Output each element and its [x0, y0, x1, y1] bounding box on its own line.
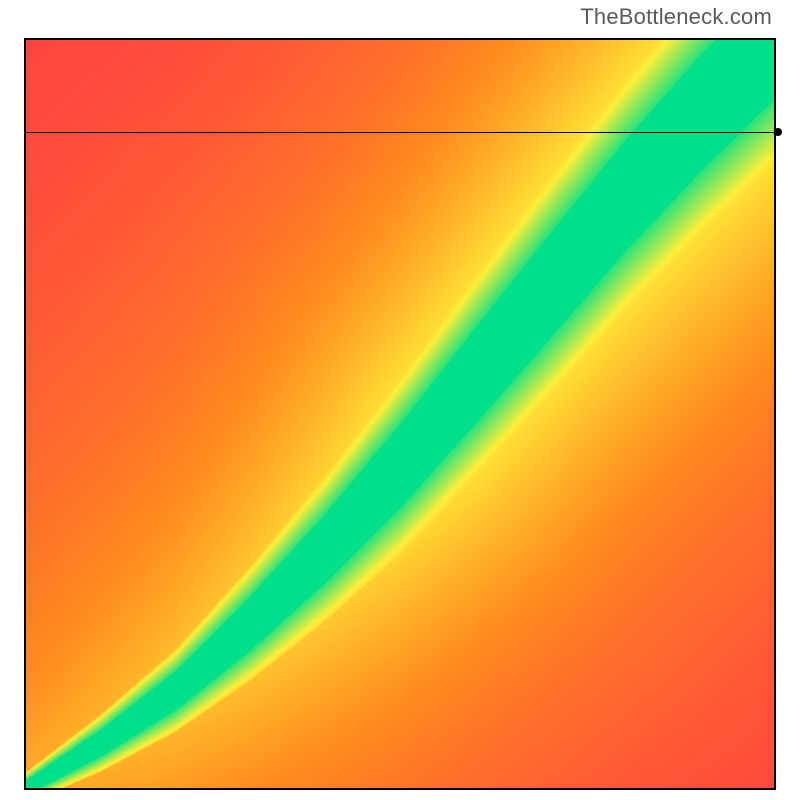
- heatmap-canvas: [26, 40, 774, 788]
- watermark-text: TheBottleneck.com: [580, 4, 772, 30]
- bottleneck-heatmap: [24, 38, 776, 790]
- reference-line: [26, 132, 774, 133]
- data-point-marker: [774, 128, 782, 136]
